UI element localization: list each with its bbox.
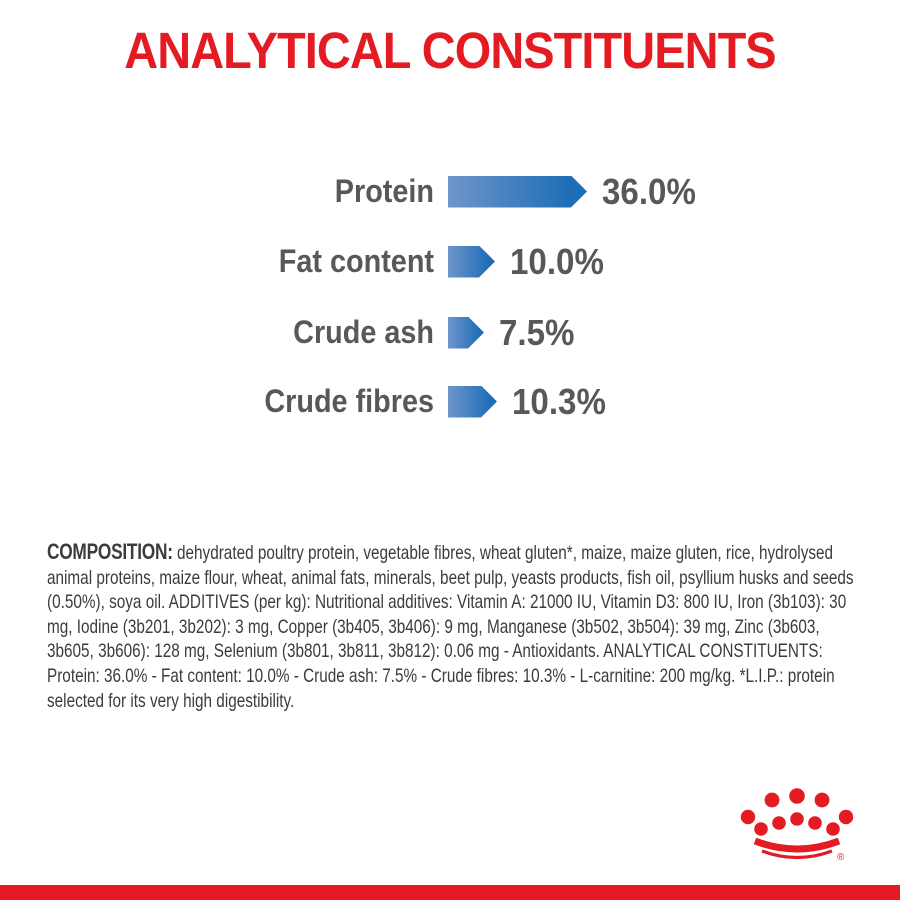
bar-value: 10.0%: [510, 240, 604, 282]
bar-label: Crude fibres: [264, 383, 434, 419]
bar-arrow: [448, 246, 495, 278]
bar-value: 36.0%: [602, 170, 696, 212]
bar-label: Fat content: [278, 243, 434, 279]
bar-label: Crude ash: [293, 314, 434, 350]
chart-row-crude-ash: Crude ash 7.5%: [0, 312, 900, 353]
bar-arrow: [448, 176, 587, 208]
composition-body: dehydrated poultry protein, vegetable fi…: [47, 542, 854, 712]
chart-row-crude-fibres: Crude fibres 10.3%: [0, 381, 900, 422]
registered-trademark-icon: ®: [837, 852, 845, 863]
bar-label: Protein: [334, 173, 434, 209]
chart-row-fat-content: Fat content 10.0%: [0, 241, 900, 282]
bar-value: 7.5%: [499, 311, 575, 353]
bar-arrow: [448, 317, 484, 349]
royal-canin-crown-icon: ®: [740, 788, 854, 863]
footer-red-bar: [0, 885, 900, 900]
bar-value: 10.3%: [512, 380, 606, 422]
page-title: ANALYTICAL CONSTITUENTS: [124, 22, 776, 79]
bar-arrow: [448, 386, 497, 418]
composition-heading: COMPOSITION:: [47, 539, 173, 564]
chart-row-protein: Protein 36.0%: [0, 171, 900, 212]
composition-text: COMPOSITION: dehydrated poultry protein,…: [47, 539, 857, 713]
